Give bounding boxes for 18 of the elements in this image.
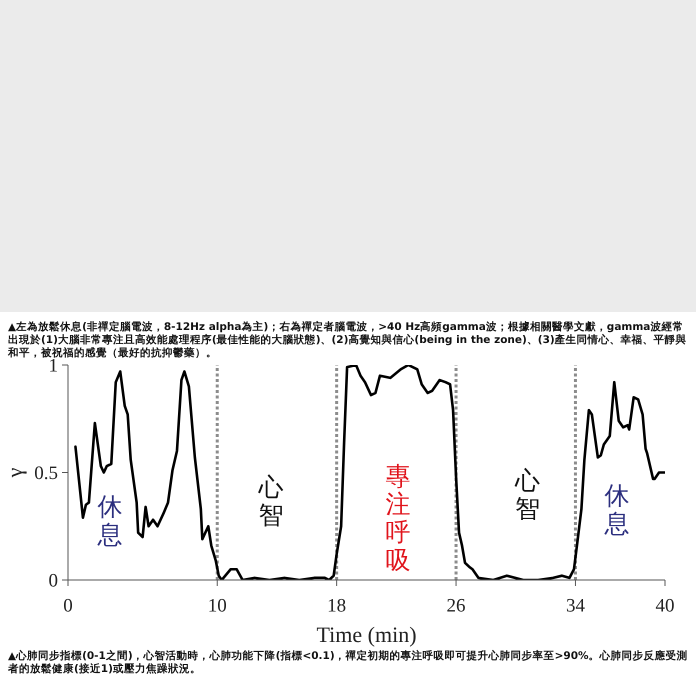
annotation: 休息 — [604, 481, 630, 538]
annotation: 心智 — [257, 472, 284, 530]
x-axis-title: Time (min) — [316, 622, 417, 647]
x-tick-label: 40 — [656, 595, 674, 616]
annotation: 休息 — [96, 492, 122, 549]
x-tick-label: 26 — [446, 595, 466, 616]
y-tick-label: 0 — [48, 570, 58, 592]
x-tick-label: 10 — [208, 595, 227, 616]
x-tick-label: 34 — [566, 595, 586, 616]
annotation: 專注呼吸 — [385, 462, 410, 575]
annotation: 心智 — [514, 466, 540, 523]
x-tick-label: 18 — [327, 595, 346, 616]
text: ▲左為放鬆休息(非禪定腦電波，8-12Hz alpha為主)；右為禪定者腦電波，>40 Hz高頻gamma波；根據相關醫學文獻，gamma波經常出現於(1)大腦非常專注且高效能處理程序(最佳性能的大腦狀態)、(2)高覺知與信心(being in the zone)、(3)產生同情心、幸福、平靜與和平，被祝福的感覺（最好的抗抑鬱藥）。 — [8, 321, 688, 359]
y-axis-title: γ — [2, 467, 27, 478]
y-tick-label: 0.5 — [34, 463, 58, 484]
x-tick-label: 0 — [63, 595, 73, 616]
text: ▲心肺同步指標(0-1之間)，心智活動時，心肺功能下降(指標<0.1)，禪定初期的專注呼吸即可提升心肺同步率至>90%。心肺同步反應受測者的放鬆健康(接近1)或壓力焦躁狀況。 — [8, 650, 688, 676]
line-series — [74, 365, 665, 580]
